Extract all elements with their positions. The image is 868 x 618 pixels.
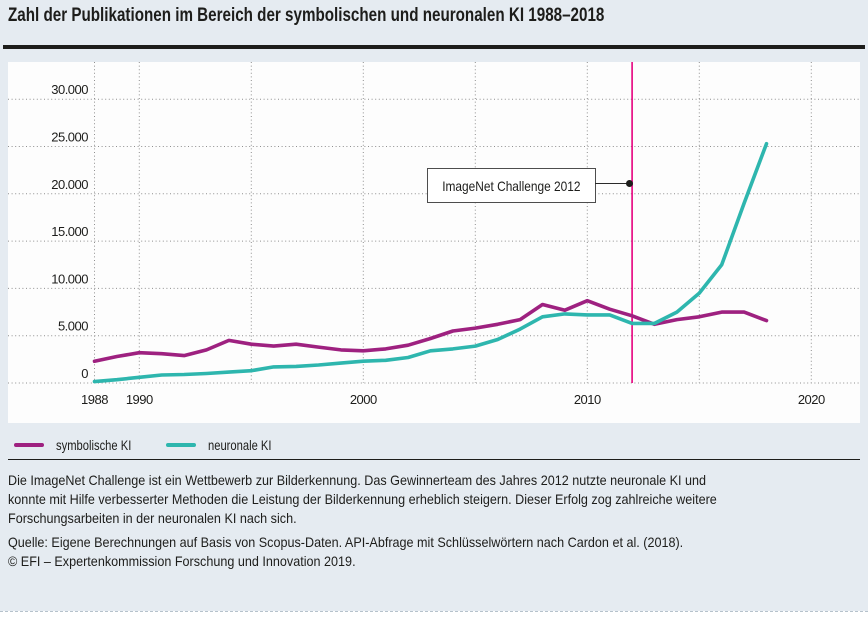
legend-label: neuronale KI	[208, 437, 287, 453]
svg-text:2010: 2010	[574, 392, 601, 407]
legend-swatch-symbolische-ki	[14, 443, 44, 447]
footer-source-text: Quelle: Eigene Berechnungen auf Basis vo…	[8, 534, 684, 550]
line-chart: 0 5.000 10.000 15.000 20.000 25.000 30.000 1988…	[8, 62, 860, 407]
svg-text:1990: 1990	[126, 392, 153, 407]
legend-item-symbolische-ki: symbolische KI	[14, 437, 150, 453]
footer-note-line: Forschungsarbeiten in der neuronalen KI …	[8, 509, 860, 528]
legend-item-neuronale-ki: neuronale KI	[166, 437, 287, 453]
footer-note-text: Forschungsarbeiten in der neuronalen KI …	[8, 510, 297, 526]
footer-source-line: Quelle: Eigene Berechnungen auf Basis vo…	[8, 533, 860, 552]
plot-area: 0 5.000 10.000 15.000 20.000 25.000 30.000 1988…	[8, 62, 860, 423]
footer-note-line: Die ImageNet Challenge ist ein Wettbewer…	[8, 471, 860, 490]
svg-text:1988: 1988	[81, 392, 108, 407]
legend-label: symbolische KI	[56, 437, 150, 453]
footer-divider	[8, 459, 860, 461]
annotation-dot	[626, 179, 633, 187]
footer-note-text: konnte mit Hilfe verbesserter Methoden d…	[8, 491, 717, 507]
svg-text:5.000: 5.000	[58, 319, 88, 334]
annotation-connector	[595, 182, 629, 185]
legend-label-text: neuronale KI	[208, 437, 272, 453]
svg-text:15.000: 15.000	[51, 224, 88, 239]
legend-swatch-neuronale-ki	[166, 443, 197, 447]
legend: symbolische KI neuronale KI	[14, 433, 304, 457]
annotation-label: ImageNet Challenge 2012	[442, 177, 581, 194]
page-bottom-edge	[0, 611, 868, 618]
footer: Die ImageNet Challenge ist ein Wettbewer…	[8, 471, 860, 571]
footer-copyright-text: © EFI – Expertenkommission Forschung und…	[8, 553, 356, 569]
footer-note-text: Die ImageNet Challenge ist ein Wettbewer…	[8, 472, 707, 488]
svg-text:0: 0	[81, 366, 88, 381]
title-divider	[3, 45, 865, 49]
svg-text:20.000: 20.000	[51, 177, 88, 192]
annotation-box: ImageNet Challenge 2012	[427, 168, 596, 203]
chart-title-text: Zahl der Publikationen im Bereich der sy…	[8, 5, 605, 26]
svg-text:10.000: 10.000	[51, 271, 88, 286]
svg-text:30.000: 30.000	[51, 82, 88, 97]
svg-text:2000: 2000	[350, 392, 377, 407]
footer-note-line: konnte mit Hilfe verbesserter Methoden d…	[8, 490, 860, 509]
footer-copyright-line: © EFI – Expertenkommission Forschung und…	[8, 552, 860, 571]
legend-label-text: symbolische KI	[56, 437, 132, 453]
svg-text:25.000: 25.000	[51, 130, 88, 145]
chart-title: Zahl der Publikationen im Bereich der sy…	[8, 5, 753, 27]
svg-text:2020: 2020	[798, 392, 825, 407]
